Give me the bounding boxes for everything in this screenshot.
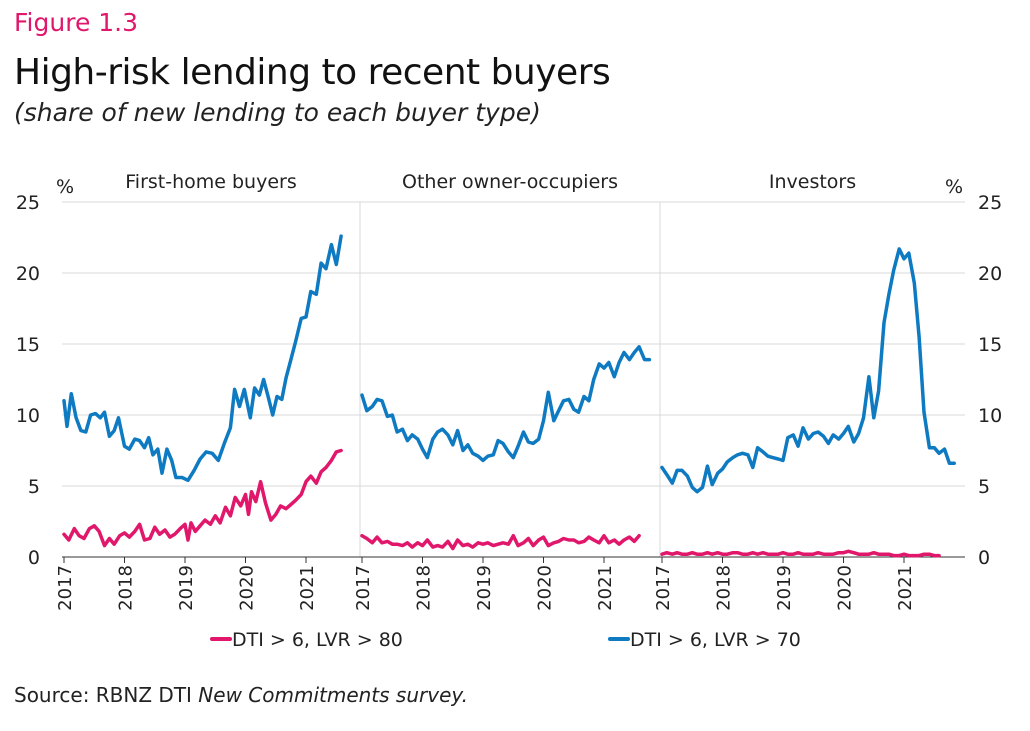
y-tick-right-15: 15: [978, 334, 1002, 356]
y-tick-right-10: 10: [978, 405, 1002, 427]
y-tick-left-20: 20: [16, 263, 40, 285]
series-line-panel3-lvr70: [660, 247, 956, 494]
panel-title-2: Other owner-occupiers: [402, 171, 618, 193]
series-line-panel3-lvr80: [660, 549, 941, 558]
x-tick-label: 2021: [595, 565, 616, 611]
x-tick-label: 2019: [474, 565, 495, 611]
panel-title-3: Investors: [769, 171, 856, 193]
series-line-panel1-lvr80: [62, 448, 343, 548]
chart-title: High-risk lending to recent buyers: [14, 52, 611, 93]
legend-label-2: DTI > 6, LVR > 70: [630, 629, 801, 651]
legend-label-1: DTI > 6, LVR > 80: [232, 629, 403, 651]
x-tick-label: 2018: [414, 565, 435, 611]
x-tick-label: 2020: [237, 565, 258, 611]
x-tick-label: 2020: [535, 565, 556, 611]
series-line-panel1-lvr70: [62, 234, 343, 483]
y-tick-left-25: 25: [16, 192, 40, 214]
y-unit-left: %: [56, 176, 74, 198]
x-tick-label: 2018: [116, 565, 137, 611]
figure-label: Figure 1.3: [14, 8, 139, 37]
x-tick-label: 2020: [835, 565, 856, 611]
y-tick-left-5: 5: [28, 476, 40, 498]
series-line-panel2-lvr70: [360, 345, 652, 463]
source-prefix: Source: RBNZ DTI: [14, 683, 199, 707]
y-tick-right-0: 0: [978, 547, 990, 569]
x-tick-label: 2019: [176, 565, 197, 611]
x-tick-label: 2018: [714, 565, 735, 611]
y-tick-right-25: 25: [978, 192, 1002, 214]
x-tick-label: 2019: [774, 565, 795, 611]
source-italic: New Commitments survey.: [198, 683, 469, 707]
y-tick-left-10: 10: [16, 405, 40, 427]
y-tick-right-5: 5: [978, 476, 990, 498]
chart-subtitle: (share of new lending to each buyer type…: [14, 98, 541, 127]
x-tick-label: 2017: [55, 565, 76, 611]
source-note: Source: RBNZ DTI New Commitments survey.: [14, 683, 468, 707]
panel-title-1: First-home buyers: [125, 171, 297, 193]
y-unit-right: %: [945, 176, 963, 198]
x-tick-label: 2021: [297, 565, 318, 611]
x-tick-label: 2017: [353, 565, 374, 611]
y-tick-right-20: 20: [978, 263, 1002, 285]
series-line-panel2-lvr80: [360, 533, 641, 551]
x-tick-label: 2021: [895, 565, 916, 611]
y-tick-left-0: 0: [28, 547, 40, 569]
x-tick-label: 2017: [653, 565, 674, 611]
y-tick-left-15: 15: [16, 334, 40, 356]
